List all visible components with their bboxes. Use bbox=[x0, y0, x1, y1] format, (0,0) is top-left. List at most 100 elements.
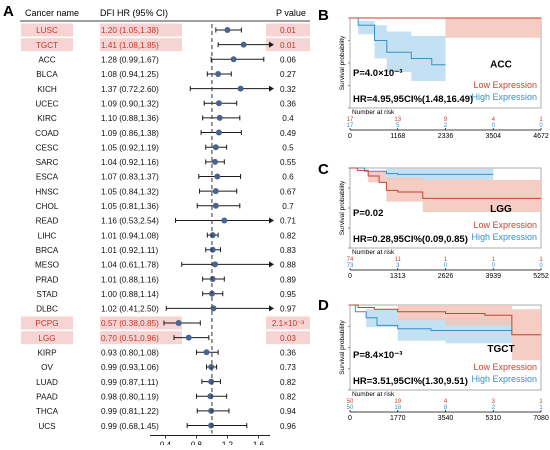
cancer-name-label: CESC bbox=[36, 143, 59, 152]
hr-ci-label: 0.99 (0.81,1.22) bbox=[101, 407, 159, 416]
cancer-name-label: ESCA bbox=[36, 173, 59, 182]
forest-row: ACC 1.28 (0.99,1.67) 0.06 bbox=[38, 56, 296, 65]
hr-ci-label: 1.00 (0.88,1.14) bbox=[101, 290, 159, 299]
hr-ci-label: 1.10 (0.88,1.36) bbox=[101, 114, 159, 123]
high-expression-ci-band bbox=[350, 168, 494, 183]
p-value-label: 0.06 bbox=[280, 56, 296, 65]
hr-point bbox=[237, 85, 244, 92]
risk-count-low: 1 bbox=[539, 117, 543, 123]
legend-high-expression: High Expression bbox=[471, 92, 537, 102]
cancer-name-label: TGCT bbox=[36, 41, 58, 50]
forest-row: THCA 0.99 (0.81,1.22) 0.94 bbox=[36, 407, 297, 416]
forest-row: LGG 0.70 (0.51,0.96) 0.03 bbox=[21, 331, 310, 345]
risk-count-low: 1 bbox=[492, 257, 496, 263]
forest-row: KIRC 1.10 (0.88,1.36) 0.4 bbox=[37, 114, 294, 123]
cancer-name-label: UCS bbox=[38, 422, 56, 431]
hr-point bbox=[224, 27, 231, 33]
x-tick-label: 0 bbox=[348, 133, 352, 140]
axis-tick-label: 0.8 bbox=[191, 441, 203, 445]
hr-ci-label: 1.04 (0.92,1.16) bbox=[101, 158, 159, 167]
hr-point bbox=[212, 158, 219, 165]
cancer-name-label: KIRC bbox=[37, 114, 57, 123]
cancer-name-label: PAAD bbox=[36, 392, 58, 401]
axis-tick-label: 0.4 bbox=[160, 441, 172, 445]
risk-count-high: 73 bbox=[347, 263, 354, 269]
x-tick-label: 3939 bbox=[485, 273, 501, 280]
forest-row: HNSC 1.05 (0.84,1.32) 0.67 bbox=[35, 187, 296, 196]
risk-count-high: 0 bbox=[539, 263, 543, 269]
p-value-label: 0.49 bbox=[280, 129, 296, 138]
cancer-type-label: TGCT bbox=[487, 344, 514, 355]
forest-row: CHOL 1.05 (0.81,1.36) 0.7 bbox=[36, 202, 295, 211]
forest-row: LUSC 1.20 (1.05,1.38) 0.01 bbox=[21, 23, 310, 37]
forest-row: CESC 1.05 (0.92,1.19) 0.5 bbox=[36, 143, 295, 152]
hr-ci-label: 1.09 (0.90,1.32) bbox=[101, 99, 159, 108]
p-value-label: 0.36 bbox=[280, 99, 296, 108]
risk-count-high: 2 bbox=[492, 405, 496, 411]
cancer-type-label: LGG bbox=[490, 204, 512, 215]
sig-highlight-name bbox=[21, 38, 73, 52]
sig-highlight-hr bbox=[100, 38, 182, 52]
ci-arrow bbox=[269, 217, 274, 224]
hr-ci-label: 1.37 (0.72,2.60) bbox=[101, 85, 159, 94]
sig-highlight-name bbox=[21, 23, 73, 37]
hr-ci-label: 1.01 (0.88,1.16) bbox=[101, 275, 159, 284]
p-value-label: 0.55 bbox=[280, 158, 296, 167]
risk-count-low: 1 bbox=[539, 257, 543, 263]
ci-arrow bbox=[269, 85, 274, 92]
x-tick-label: 3504 bbox=[485, 133, 501, 140]
panel-label-b: B bbox=[318, 7, 329, 24]
cancer-name-label: LGG bbox=[38, 334, 55, 343]
risk-count-low: 4 bbox=[492, 117, 496, 123]
forest-row: PAAD 0.98 (0.80,1.19) 0.82 bbox=[36, 392, 296, 401]
risk-count-high: 0 bbox=[444, 263, 448, 269]
hr-point bbox=[209, 276, 216, 283]
risk-table-title: Number at risk bbox=[352, 109, 395, 116]
hr-ci-label: 0.99 (0.87,1.11) bbox=[101, 378, 158, 387]
sig-highlight-hr bbox=[100, 316, 182, 330]
km-panel-tgct: Survival probability TGCT P=8.4×10⁻³ HR=3.5… bbox=[339, 304, 549, 422]
header-cancer-name: Cancer name bbox=[25, 8, 79, 18]
cancer-name-label: COAD bbox=[35, 129, 59, 138]
cancer-name-label: STAD bbox=[36, 290, 57, 299]
hr-ci-label: 1.08 (0.94,1.25) bbox=[101, 70, 159, 79]
p-value-label: 0.82 bbox=[280, 231, 296, 240]
forest-row: BLCA 1.08 (0.94,1.25) 0.27 bbox=[36, 70, 296, 79]
hr-point bbox=[212, 144, 219, 151]
cancer-name-label: CHOL bbox=[36, 202, 59, 211]
legend-low-expression: Low Expression bbox=[473, 80, 537, 90]
forest-row: BRCA 1.01 (0.92,1.11) 0.83 bbox=[36, 246, 297, 255]
risk-table-title: Number at risk bbox=[352, 391, 395, 398]
risk-count-high: 50 bbox=[347, 405, 354, 411]
hr-point bbox=[175, 320, 182, 326]
forest-row: SARC 1.04 (0.92,1.16) 0.55 bbox=[36, 158, 297, 167]
forest-row: MESO 1.04 (0.61,1.78) 0.88 bbox=[35, 261, 296, 270]
hr-ci-label: 1.09 (0.86,1.38) bbox=[101, 129, 159, 138]
hr-point bbox=[208, 363, 215, 370]
hr-ci-label: 0.99 (0.93,1.06) bbox=[101, 363, 159, 372]
forest-row: READ 1.16 (0.53,2.54) 0.71 bbox=[36, 217, 297, 226]
cancer-name-label: LUAD bbox=[36, 378, 58, 387]
sig-highlight-name bbox=[21, 331, 73, 345]
cancer-name-label: SARC bbox=[36, 158, 59, 167]
forest-row: ESCA 1.07 (0.83,1.37) 0.6 bbox=[36, 173, 294, 182]
hr-ci-label: 0.57 (0.38,0.85) bbox=[101, 319, 159, 328]
low-expression-ci-band bbox=[350, 18, 541, 38]
x-tick-label: 1770 bbox=[390, 415, 406, 422]
x-tick-label: 7080 bbox=[533, 415, 549, 422]
hr-ci-label: 0.93 (0.80,1.08) bbox=[101, 349, 159, 358]
p-value-label: 0.71 bbox=[280, 217, 296, 226]
ci-arrow bbox=[269, 305, 274, 312]
cancer-name-label: PRAD bbox=[36, 275, 59, 284]
risk-count-low: 17 bbox=[347, 117, 354, 123]
p-value-label: 0.67 bbox=[280, 187, 296, 196]
cancer-name-label: OV bbox=[41, 363, 53, 372]
p-value-label: 0.5 bbox=[282, 143, 294, 152]
low-expression-ci-band bbox=[350, 168, 541, 212]
hr-ci-label: 1.41 (1.08,1.85) bbox=[101, 41, 159, 50]
risk-count-low: 50 bbox=[347, 399, 354, 405]
p-value-label: 0.95 bbox=[280, 290, 296, 299]
cancer-name-label: KIRP bbox=[37, 349, 57, 358]
low-expression-curve bbox=[350, 167, 541, 199]
